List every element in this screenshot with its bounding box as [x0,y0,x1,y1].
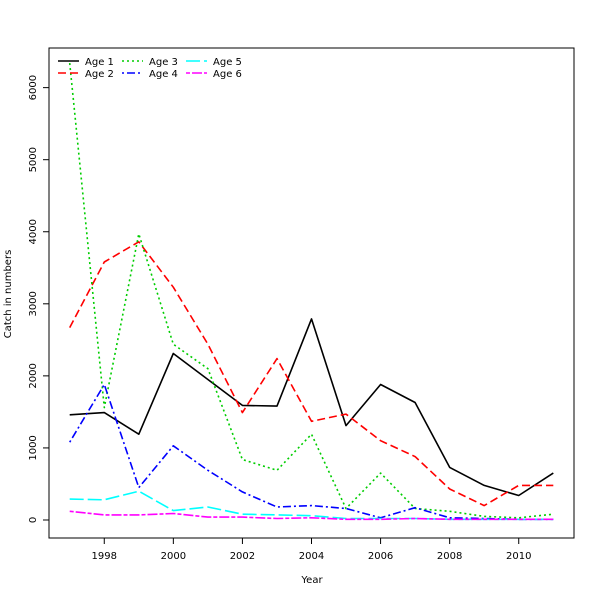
y-tick-label: 0 [28,517,39,523]
x-tick-label: 2006 [368,551,393,562]
y-tick-label: 5000 [28,147,39,172]
y-tick-label: 3000 [28,291,39,316]
x-tick-label: 2008 [437,551,462,562]
x-tick-label: 2002 [230,551,255,562]
y-axis-title: Catch in numbers [3,250,14,339]
series-layer [68,63,554,521]
series-line-age-2 [68,241,554,507]
legend-label-age-3: Age 3 [149,57,178,68]
y-axis: 0 1000 2000 3000 4000 5000 6000 [28,75,49,523]
x-tick-label: 1998 [92,551,117,562]
plot-frame [48,47,575,539]
legend-label-age-5: Age 5 [213,57,242,68]
y-tick-label: 1000 [28,435,39,460]
series-line-age-6 [69,510,554,521]
x-tick-label: 2010 [506,551,531,562]
series-line-age-5 [69,490,554,521]
series-line-age-4 [69,383,554,521]
legend-label-age-1: Age 1 [85,57,114,68]
y-tick-label: 4000 [28,219,39,244]
x-tick-label: 2000 [161,551,186,562]
legend-label-age-6: Age 6 [213,69,242,80]
series-line-age-3 [68,63,554,519]
x-tick-label: 2004 [299,551,324,562]
legend-label-age-4: Age 4 [149,69,178,80]
legend-label-age-2: Age 2 [85,69,114,80]
y-tick-label: 2000 [28,363,39,388]
x-axis-title: Year [300,575,323,586]
x-axis: 1998 2000 2002 2004 2006 2008 2010 [92,538,531,562]
y-tick-label: 6000 [28,75,39,100]
series-line-age-1 [69,318,554,497]
